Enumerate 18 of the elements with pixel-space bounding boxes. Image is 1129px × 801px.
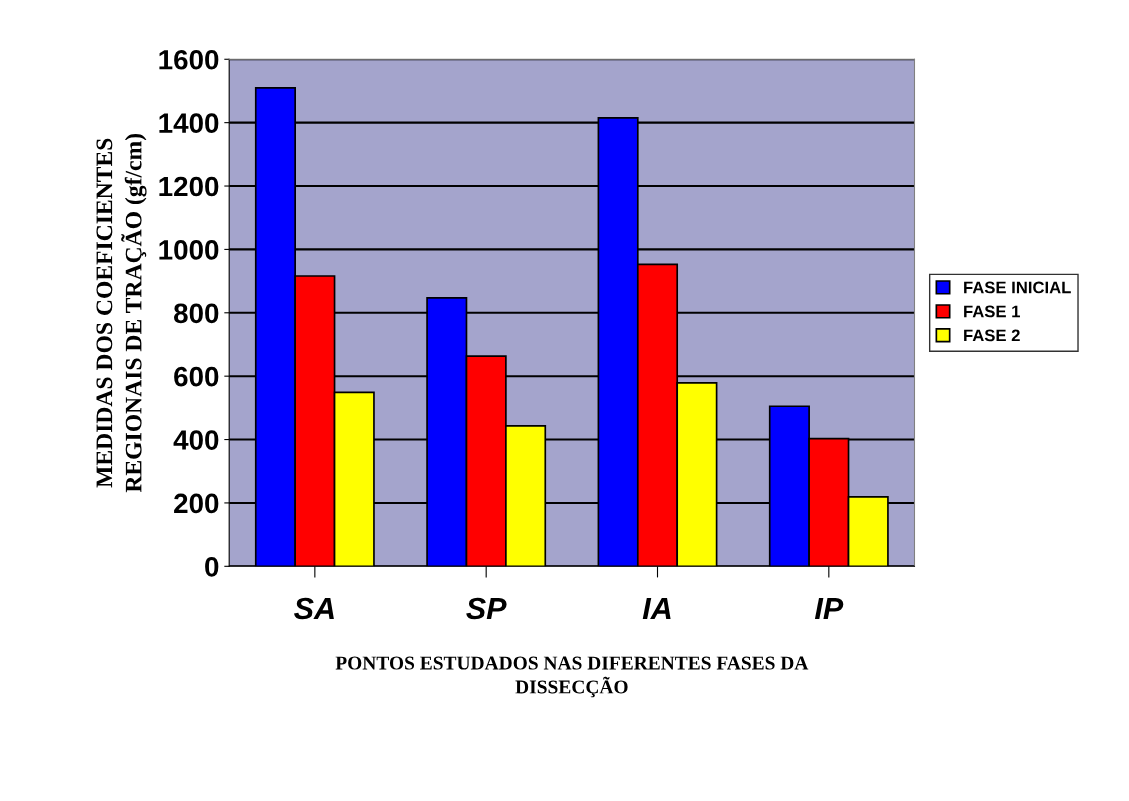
legend-label: FASE 2 (964, 329, 1020, 342)
y-tick-label: 400 (173, 430, 219, 450)
y-tick-label: 1200 (159, 176, 219, 197)
y-tick-label: 1000 (159, 240, 219, 260)
y-tick-label: 1600 (159, 49, 219, 70)
y-tick-label: 800 (174, 303, 219, 324)
y-axis-title: MEDIDAS DOS COEFICIENTES REGIONAIS DE TRAÇÃO (gf/cm) (96, 134, 147, 493)
y-tick-label: 1400 (159, 113, 219, 133)
x-tick-label: SP (466, 597, 507, 620)
x-axis-title: PONTOS ESTUDADOS NAS DIFERENTES FASES DA DISSECÇÃO (335, 656, 809, 698)
x-tick-label: IA (642, 597, 671, 620)
y-tick-label: 200 (174, 493, 219, 514)
legend-label: FASE INICIAL (964, 281, 1071, 294)
y-tick-label: 600 (174, 366, 219, 387)
y-tick-label: 0 (205, 556, 219, 577)
x-tick-label: IP (814, 597, 844, 620)
legend-label: FASE 1 (964, 305, 1020, 318)
x-tick-label: SA (294, 597, 334, 620)
